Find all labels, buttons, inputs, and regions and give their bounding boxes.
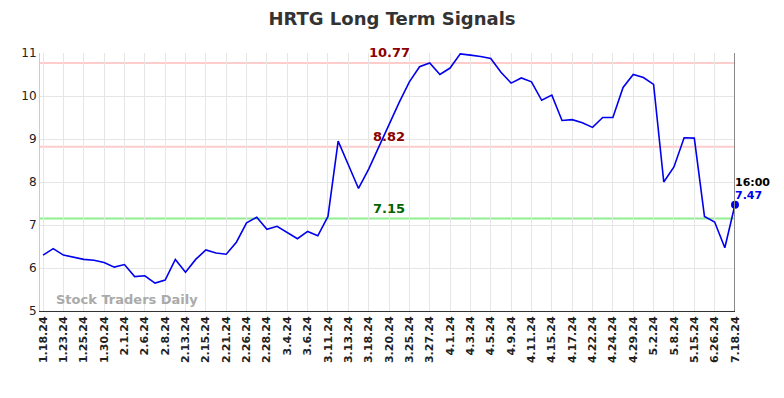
svg-text:9: 9: [29, 132, 37, 146]
svg-text:2.8.24: 2.8.24: [159, 316, 172, 355]
svg-text:3.27.24: 3.27.24: [423, 316, 436, 363]
svg-text:1.18.24: 1.18.24: [37, 316, 50, 363]
svg-text:11: 11: [21, 46, 36, 60]
svg-text:6.26.24: 6.26.24: [708, 316, 721, 363]
svg-text:4.15.24: 4.15.24: [545, 316, 558, 363]
svg-text:8.82: 8.82: [373, 129, 405, 144]
svg-text:10.77: 10.77: [369, 45, 410, 60]
svg-text:1.25.24: 1.25.24: [77, 316, 90, 363]
svg-text:Stock Traders Daily: Stock Traders Daily: [56, 292, 198, 307]
svg-text:3.18.24: 3.18.24: [362, 316, 375, 363]
svg-text:6: 6: [29, 261, 37, 275]
svg-text:5.15.24: 5.15.24: [688, 316, 701, 363]
svg-text:4.9.24: 4.9.24: [505, 316, 518, 355]
svg-text:7.47: 7.47: [735, 189, 762, 202]
svg-text:4.29.24: 4.29.24: [627, 316, 640, 363]
svg-text:3.20.24: 3.20.24: [383, 316, 396, 363]
svg-text:10: 10: [21, 89, 36, 103]
svg-text:4.3.24: 4.3.24: [464, 316, 477, 355]
svg-text:2.6.24: 2.6.24: [138, 316, 151, 355]
svg-text:2.28.24: 2.28.24: [260, 316, 273, 363]
svg-text:7.15: 7.15: [373, 201, 405, 216]
svg-text:4.24.24: 4.24.24: [606, 316, 619, 363]
svg-text:5: 5: [29, 304, 37, 318]
svg-text:3.6.24: 3.6.24: [301, 316, 314, 355]
svg-text:2.1.24: 2.1.24: [118, 316, 131, 355]
svg-text:7.18.24: 7.18.24: [729, 316, 742, 363]
svg-text:1.30.24: 1.30.24: [98, 316, 111, 363]
svg-text:1.23.24: 1.23.24: [57, 316, 70, 363]
svg-text:3.4.24: 3.4.24: [281, 316, 294, 355]
svg-text:4.22.24: 4.22.24: [586, 316, 599, 363]
svg-text:2.13.24: 2.13.24: [179, 316, 192, 363]
svg-text:4.11.24: 4.11.24: [525, 316, 538, 363]
svg-text:7: 7: [29, 218, 37, 232]
svg-text:5.8.24: 5.8.24: [668, 316, 681, 355]
svg-text:3.25.24: 3.25.24: [403, 316, 416, 363]
svg-text:5.2.24: 5.2.24: [647, 316, 660, 355]
svg-text:2.21.24: 2.21.24: [220, 316, 233, 363]
svg-text:4.17.24: 4.17.24: [566, 316, 579, 363]
svg-text:4.5.24: 4.5.24: [484, 316, 497, 355]
svg-text:16:00: 16:00: [735, 176, 770, 189]
svg-text:2.15.24: 2.15.24: [199, 316, 212, 363]
svg-text:3.13.24: 3.13.24: [342, 316, 355, 363]
svg-text:4.1.24: 4.1.24: [444, 316, 457, 355]
svg-text:8: 8: [29, 175, 37, 189]
svg-text:3.11.24: 3.11.24: [322, 316, 335, 363]
svg-text:2.26.24: 2.26.24: [240, 316, 253, 363]
svg-text:HRTG Long Term Signals: HRTG Long Term Signals: [268, 8, 515, 29]
